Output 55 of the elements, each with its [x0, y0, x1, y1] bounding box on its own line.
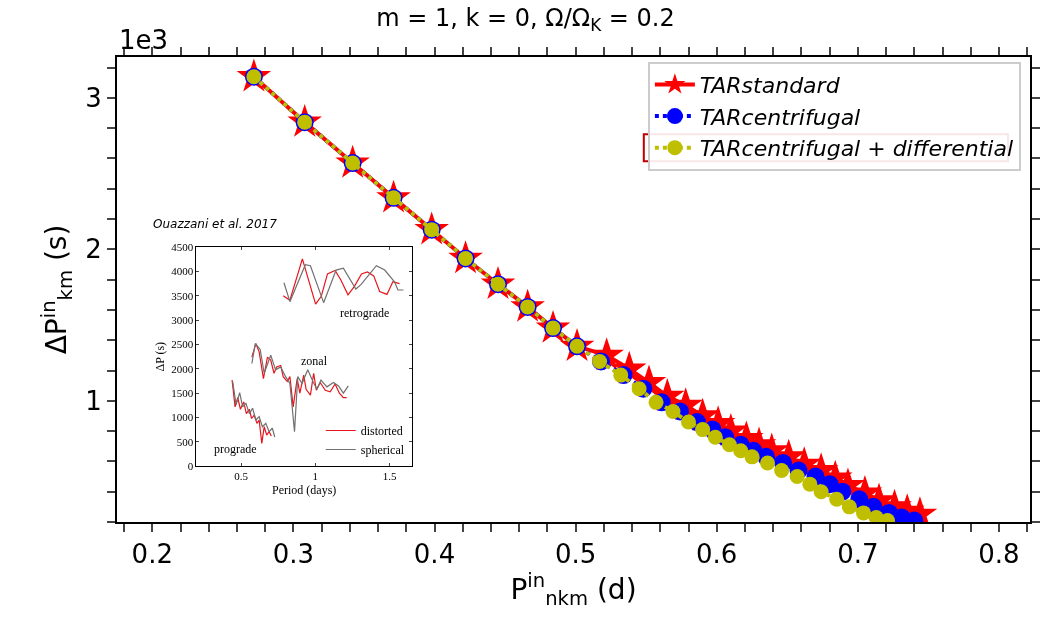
chart-title: Ouazzani et al. 2017: [153, 217, 278, 231]
x-tick-label: 0.5: [554, 539, 597, 570]
y-tick-label: 3: [85, 83, 102, 113]
y-tick-label: 500: [176, 435, 194, 448]
point: [856, 505, 871, 521]
point: [802, 476, 818, 492]
x-tick-label: 0.2: [131, 539, 173, 570]
x-tick-label: 0.4: [413, 539, 456, 570]
x-tick-label: 0.5: [234, 470, 249, 483]
y-tick-label: 3000: [171, 314, 194, 327]
point: [744, 449, 760, 465]
y-tick-label: 2500: [171, 338, 194, 351]
point: [789, 469, 805, 485]
point: [721, 437, 737, 453]
y-tick-label: 2: [85, 234, 102, 265]
legend-label: distorted: [360, 424, 403, 439]
point: [681, 414, 697, 430]
point: [631, 381, 647, 397]
y-axis-title: ΔP (s): [152, 341, 167, 372]
point: [665, 403, 681, 419]
y-tick-label: 2000: [171, 362, 194, 375]
point: [695, 422, 711, 438]
point: [829, 491, 845, 507]
annotation: zonal: [301, 354, 328, 368]
point: [733, 443, 749, 459]
point: [648, 394, 664, 410]
chart-title: m = 1, k = 0, Ω/Ω$_{K}$ = 0.2: [376, 4, 675, 36]
y-tick-label: 1000: [171, 411, 194, 424]
legend-label: TARcentrifugal: [699, 104, 861, 130]
point: [841, 499, 857, 515]
y-tick-label: 1: [85, 385, 102, 416]
y-tick-label: 1500: [171, 387, 194, 400]
annotation: retrograde: [340, 306, 390, 320]
annotation: prograde: [214, 442, 257, 456]
point: [813, 484, 829, 500]
x-axis-title: Period (days): [272, 483, 337, 498]
x-tick-label: 0.7: [837, 539, 879, 570]
y-tick-label: 4500: [171, 241, 194, 254]
legend-label: TARstandard: [699, 73, 841, 99]
y-tick-label: 0: [187, 460, 194, 473]
x-tick-label: 1: [312, 470, 319, 483]
text: 1e3: [119, 25, 169, 55]
x-tick-label: 0.3: [272, 539, 315, 570]
point: [760, 455, 776, 471]
x-tick-label: 0.8: [978, 539, 1020, 570]
point: [613, 367, 629, 383]
x-tick-label: 0.6: [696, 539, 738, 570]
y-tick-label: 4000: [171, 265, 194, 278]
point: [707, 429, 723, 445]
legend-label: spherical: [360, 443, 405, 458]
y-tick-label: 3500: [171, 289, 194, 302]
x-tick-label: 1.5: [382, 470, 397, 483]
point: [774, 463, 790, 478]
legend-label: TARcentrifugal + differential: [699, 136, 1013, 162]
x-axis-title: P$^{in}$$_{nkm}$ (d): [510, 569, 637, 610]
